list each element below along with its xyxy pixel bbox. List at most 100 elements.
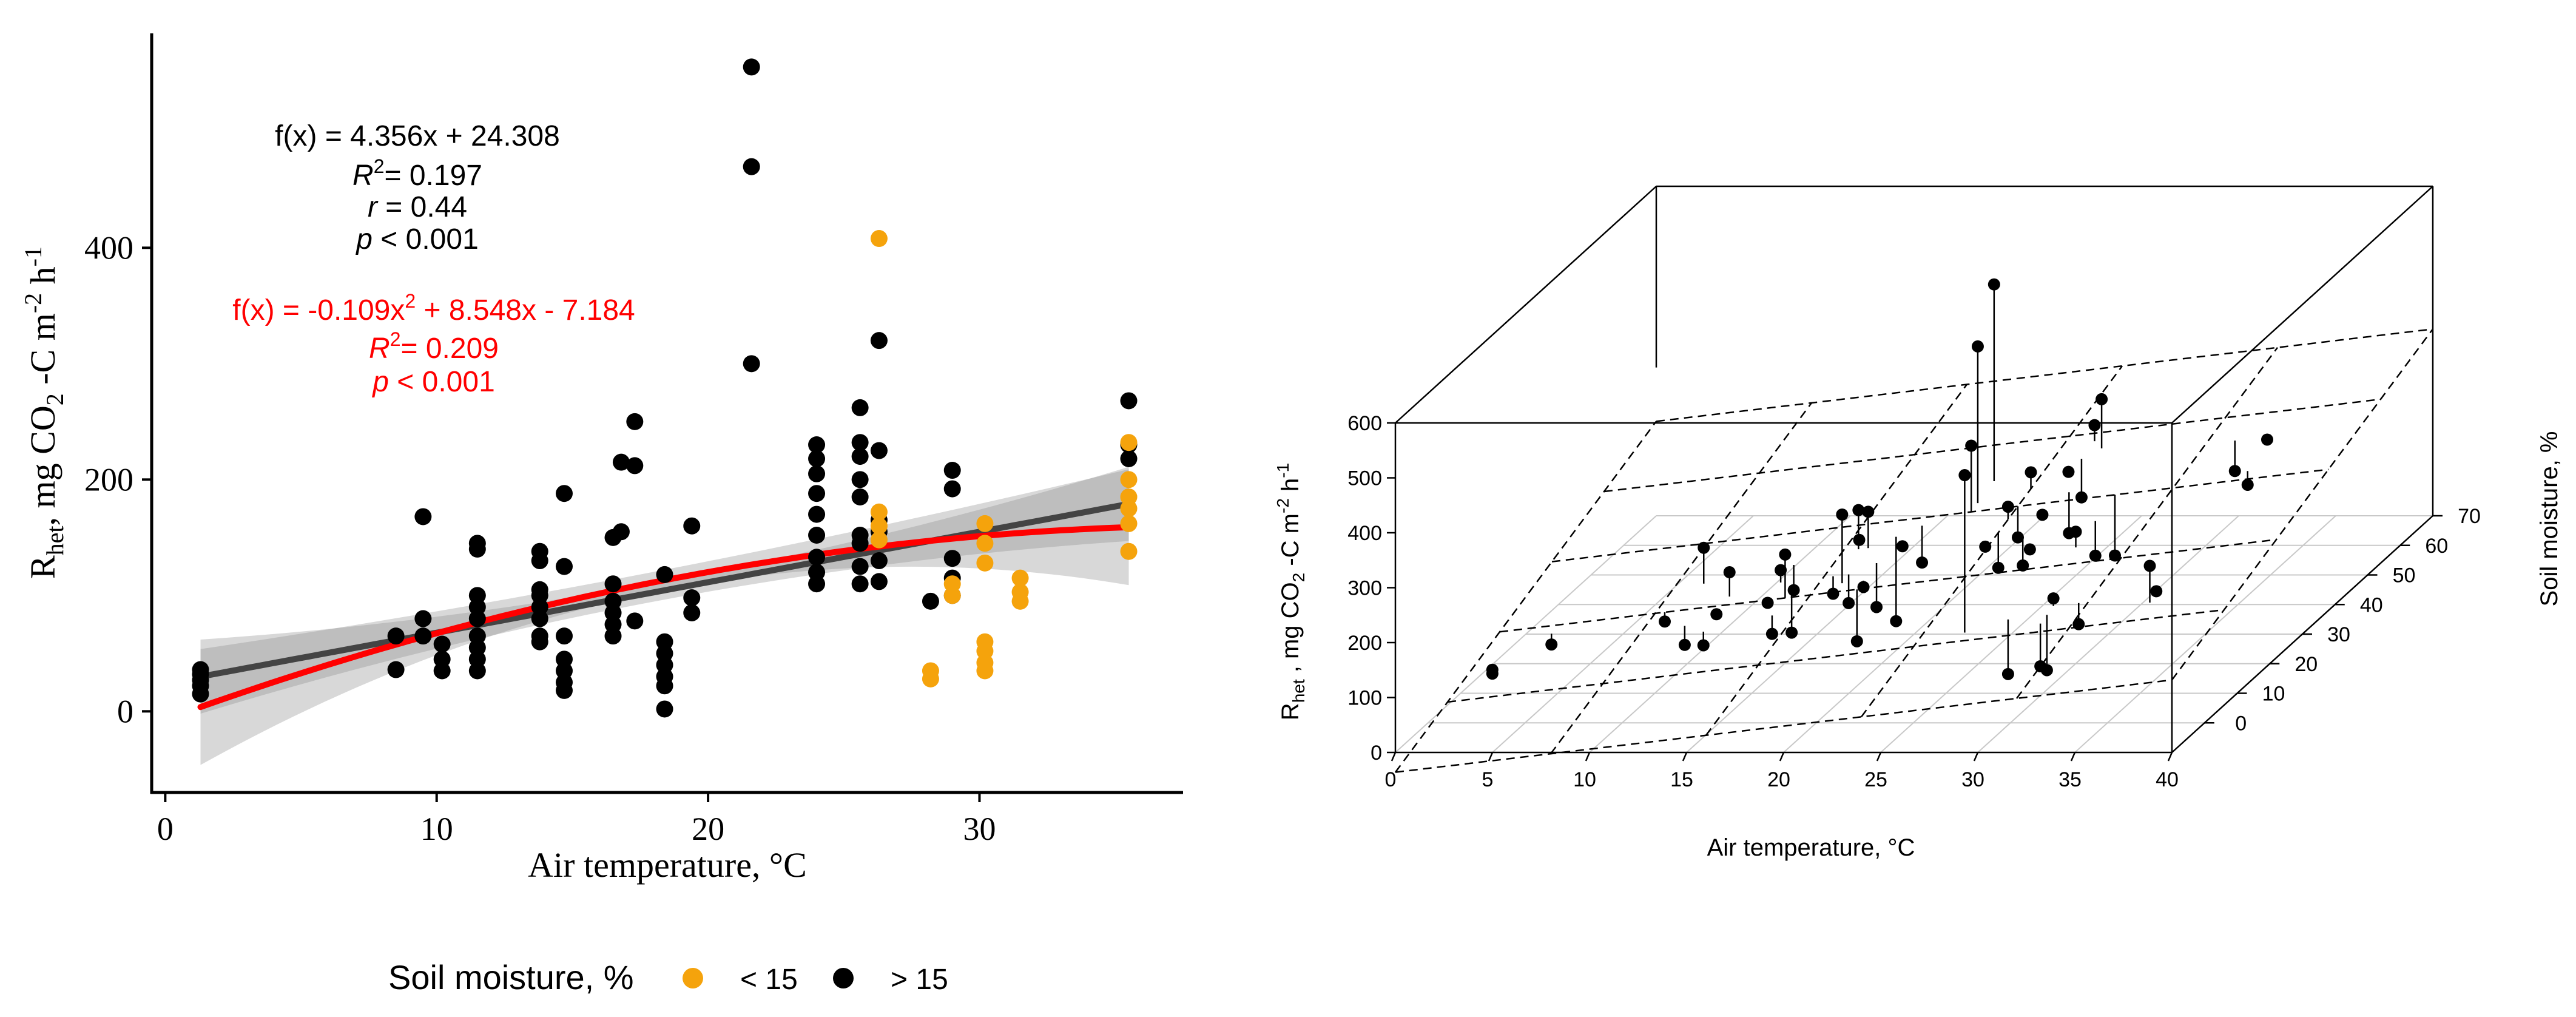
y-tick-label-3d: 50 bbox=[2393, 564, 2416, 587]
x-tick-mark-3d bbox=[1488, 752, 1494, 762]
point-high-moisture bbox=[743, 355, 760, 373]
plane-line-y bbox=[1551, 468, 2329, 563]
point-high-moisture bbox=[851, 558, 869, 575]
point-high-moisture bbox=[414, 610, 432, 627]
point-high-moisture bbox=[808, 549, 826, 566]
plane-line-x bbox=[2015, 346, 2279, 699]
point-high-moisture bbox=[468, 662, 486, 680]
z-axis-label-3d: Rhet , mg CO2 -C m-2 h-1 bbox=[1273, 463, 1308, 720]
point-3d bbox=[2088, 419, 2101, 431]
y-tick-label-3d: 70 bbox=[2458, 505, 2481, 528]
point-high-moisture bbox=[531, 552, 548, 570]
point-3d bbox=[1486, 667, 1499, 680]
point-3d bbox=[1697, 639, 1710, 652]
point-high-moisture bbox=[808, 575, 826, 593]
point-high-moisture bbox=[743, 58, 760, 76]
point-3d bbox=[1850, 635, 1863, 647]
point-low-moisture bbox=[870, 531, 888, 549]
confidence-bands bbox=[200, 467, 1129, 765]
point-high-moisture bbox=[556, 627, 573, 645]
plane-line-y bbox=[1395, 679, 2173, 773]
y-tick-label: 0 bbox=[117, 693, 133, 729]
point-low-moisture bbox=[976, 662, 994, 680]
point-low-moisture bbox=[922, 670, 939, 688]
point-3d bbox=[2012, 531, 2024, 544]
point-3d bbox=[1787, 584, 1800, 596]
point-high-moisture bbox=[851, 488, 869, 505]
point-high-moisture bbox=[612, 453, 630, 471]
point-3d bbox=[2150, 585, 2163, 598]
point-3d bbox=[2109, 549, 2121, 562]
point-3d bbox=[1836, 508, 1849, 521]
point-3d bbox=[1765, 627, 1778, 640]
x-tick-mark-3d bbox=[2070, 752, 2076, 762]
point-high-moisture bbox=[626, 413, 644, 430]
point-3d bbox=[1988, 278, 2000, 291]
box-edge bbox=[1395, 186, 1657, 424]
y-tick-label-3d: 20 bbox=[2294, 653, 2318, 676]
point-high-moisture bbox=[656, 700, 673, 718]
point-3d bbox=[2089, 549, 2102, 562]
point-3d bbox=[2047, 592, 2060, 605]
point-3d bbox=[2036, 508, 2049, 521]
point-high-moisture bbox=[556, 485, 573, 502]
point-low-moisture bbox=[943, 587, 961, 604]
point-low-moisture bbox=[870, 230, 888, 248]
point-3d bbox=[1843, 596, 1855, 609]
point-3d bbox=[1785, 626, 1798, 639]
x-axis-label: Air temperature, °C bbox=[528, 845, 807, 885]
point-high-moisture bbox=[556, 681, 573, 699]
point-high-moisture bbox=[604, 575, 622, 593]
point-3d bbox=[1916, 556, 1929, 569]
legend-label-high: > 15 bbox=[891, 964, 948, 996]
legend-marker-high bbox=[833, 968, 854, 988]
point-3d bbox=[1779, 548, 1792, 561]
y-ticks: 0 200 400 bbox=[84, 229, 152, 729]
point-3d bbox=[2062, 465, 2075, 478]
point-3d bbox=[2261, 433, 2273, 446]
x-tick-label: 30 bbox=[963, 811, 996, 847]
point-3d bbox=[2075, 491, 2088, 504]
point-3d bbox=[2069, 525, 2082, 538]
point-high-moisture bbox=[870, 552, 888, 570]
point-high-moisture bbox=[626, 612, 644, 630]
x-tick-mark-3d bbox=[1682, 752, 1688, 762]
point-low-moisture bbox=[1120, 542, 1138, 560]
point-high-moisture bbox=[943, 462, 961, 479]
point-high-moisture bbox=[604, 627, 622, 645]
x-tick-label: 0 bbox=[157, 811, 174, 847]
point-low-moisture bbox=[976, 515, 994, 532]
point-3d bbox=[2241, 478, 2254, 491]
point-3d bbox=[1852, 504, 1865, 516]
x-tick-label-3d: 5 bbox=[1482, 768, 1494, 791]
point-high-moisture bbox=[922, 592, 939, 610]
z-tick-label-3d: 200 bbox=[1347, 632, 1382, 655]
point-high-moisture bbox=[851, 399, 869, 416]
z-tick-label-3d: 0 bbox=[1371, 742, 1382, 765]
point-high-moisture bbox=[626, 457, 644, 475]
plane-line-x bbox=[1705, 383, 1968, 736]
point-high-moisture bbox=[943, 550, 961, 567]
plane-line-y bbox=[1603, 398, 2381, 493]
x-tick-mark-3d bbox=[1585, 752, 1591, 762]
point-low-moisture bbox=[870, 503, 888, 521]
quadratic-fit-annotation: f(x) = -0.109x2 + 8.548x - 7.184 R2= 0.2… bbox=[232, 290, 635, 398]
point-3d bbox=[1971, 340, 1984, 353]
point-high-moisture bbox=[531, 633, 548, 650]
point-3d bbox=[1761, 596, 1774, 609]
x-tick-label-3d: 20 bbox=[1767, 768, 1790, 791]
x-ticks: 0 10 20 30 bbox=[157, 792, 996, 847]
point-3d bbox=[1862, 505, 1875, 518]
x-tick-label: 20 bbox=[692, 811, 724, 847]
point-high-moisture bbox=[468, 610, 486, 627]
point-high-moisture bbox=[851, 434, 869, 451]
point-low-moisture bbox=[1120, 500, 1138, 518]
quadratic-equation: f(x) = -0.109x2 + 8.548x - 7.184 bbox=[232, 290, 635, 326]
point-high-moisture bbox=[808, 526, 826, 544]
legend-marker-low bbox=[683, 968, 703, 988]
point-low-moisture bbox=[1011, 592, 1029, 610]
point-3d bbox=[1775, 564, 1787, 576]
y-tick-label-3d: 30 bbox=[2327, 623, 2350, 646]
z-tick-label-3d: 100 bbox=[1347, 687, 1382, 710]
point-3d bbox=[2017, 559, 2029, 572]
